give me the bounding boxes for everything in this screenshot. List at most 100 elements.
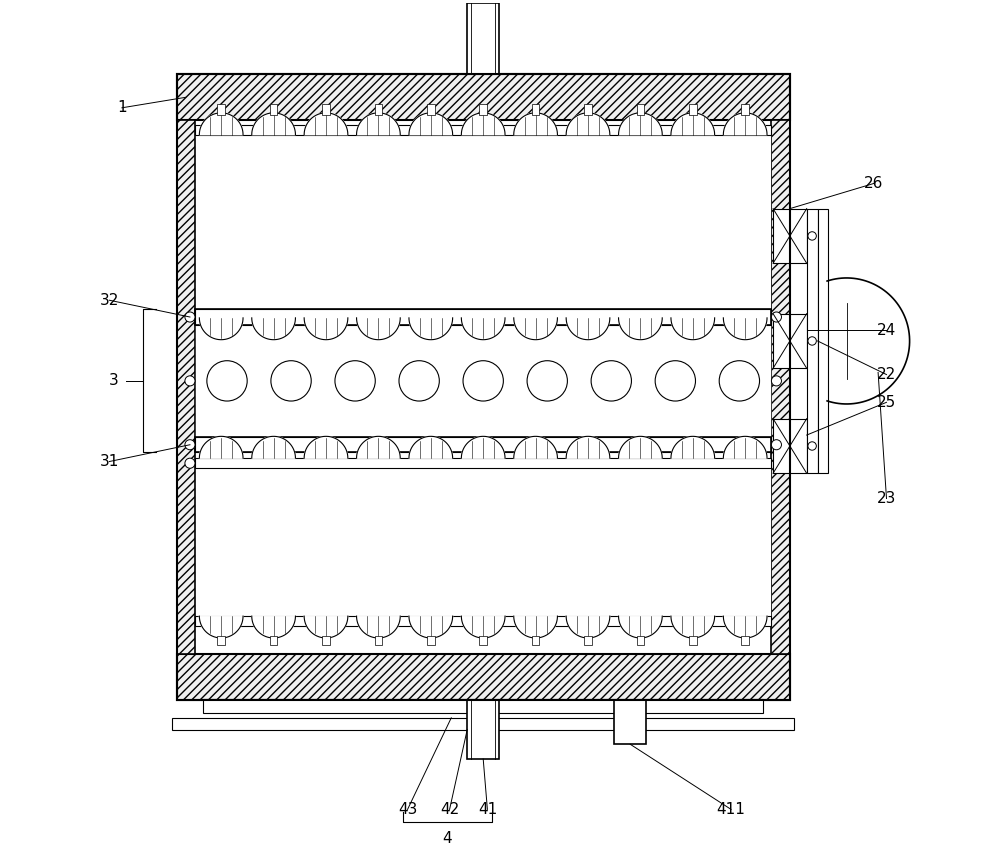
Bar bbox=[741, 105, 749, 115]
Bar bbox=[584, 637, 592, 644]
Polygon shape bbox=[357, 318, 400, 340]
Bar bbox=[375, 105, 382, 115]
Polygon shape bbox=[619, 318, 662, 340]
Polygon shape bbox=[252, 318, 295, 340]
Text: 25: 25 bbox=[877, 394, 896, 410]
Bar bbox=[322, 105, 330, 115]
Bar bbox=[479, 105, 487, 115]
Polygon shape bbox=[304, 318, 348, 340]
Text: 24: 24 bbox=[877, 322, 896, 337]
Bar bbox=[322, 637, 330, 644]
Polygon shape bbox=[619, 113, 662, 134]
Text: 1: 1 bbox=[117, 100, 127, 116]
Polygon shape bbox=[252, 616, 295, 638]
Bar bbox=[195, 437, 771, 452]
Circle shape bbox=[771, 376, 781, 386]
Polygon shape bbox=[199, 436, 243, 458]
Text: 3: 3 bbox=[109, 373, 118, 388]
Bar bbox=[532, 105, 539, 115]
Circle shape bbox=[527, 360, 567, 401]
Bar bbox=[818, 208, 828, 473]
Polygon shape bbox=[619, 616, 662, 638]
Polygon shape bbox=[566, 113, 610, 134]
Bar bbox=[771, 121, 790, 654]
Bar bbox=[614, 700, 646, 745]
Bar bbox=[217, 637, 225, 644]
Bar bbox=[177, 74, 790, 121]
Bar bbox=[172, 717, 794, 729]
Bar bbox=[584, 105, 592, 115]
Polygon shape bbox=[723, 616, 767, 638]
Polygon shape bbox=[304, 436, 348, 458]
Bar bbox=[195, 325, 771, 437]
Bar bbox=[195, 616, 771, 626]
Bar bbox=[467, 3, 499, 74]
Bar bbox=[773, 419, 807, 473]
Polygon shape bbox=[723, 113, 767, 134]
Circle shape bbox=[185, 376, 195, 386]
Text: 26: 26 bbox=[864, 176, 884, 191]
Bar bbox=[467, 700, 499, 759]
Polygon shape bbox=[461, 113, 505, 134]
Text: 22: 22 bbox=[877, 367, 896, 382]
Bar bbox=[532, 637, 539, 644]
Circle shape bbox=[808, 232, 816, 241]
Polygon shape bbox=[566, 436, 610, 458]
Polygon shape bbox=[514, 436, 557, 458]
Bar bbox=[689, 637, 697, 644]
Bar bbox=[479, 637, 487, 644]
Polygon shape bbox=[461, 616, 505, 638]
Bar bbox=[637, 105, 644, 115]
Bar bbox=[195, 309, 771, 325]
Polygon shape bbox=[357, 436, 400, 458]
Polygon shape bbox=[566, 318, 610, 340]
Polygon shape bbox=[723, 436, 767, 458]
Polygon shape bbox=[619, 436, 662, 458]
Circle shape bbox=[591, 360, 631, 401]
Bar bbox=[195, 458, 771, 468]
Bar bbox=[773, 208, 807, 264]
Polygon shape bbox=[671, 318, 715, 340]
Polygon shape bbox=[514, 318, 557, 340]
Polygon shape bbox=[723, 318, 767, 340]
Circle shape bbox=[463, 360, 503, 401]
Bar bbox=[177, 74, 790, 700]
Polygon shape bbox=[199, 113, 243, 134]
Text: 23: 23 bbox=[877, 491, 896, 506]
Bar bbox=[177, 121, 195, 654]
Polygon shape bbox=[671, 113, 715, 134]
Circle shape bbox=[719, 360, 760, 401]
Bar bbox=[195, 125, 771, 134]
Polygon shape bbox=[199, 616, 243, 638]
Polygon shape bbox=[461, 436, 505, 458]
Bar bbox=[375, 637, 382, 644]
Bar bbox=[195, 309, 771, 325]
Circle shape bbox=[207, 360, 247, 401]
Polygon shape bbox=[252, 113, 295, 134]
Polygon shape bbox=[252, 436, 295, 458]
Circle shape bbox=[185, 458, 195, 468]
Polygon shape bbox=[199, 318, 243, 340]
Polygon shape bbox=[671, 436, 715, 458]
Bar bbox=[195, 437, 771, 452]
Text: 41: 41 bbox=[478, 802, 497, 817]
Text: 31: 31 bbox=[100, 454, 119, 469]
Bar bbox=[270, 105, 277, 115]
Polygon shape bbox=[304, 113, 348, 134]
Bar bbox=[689, 105, 697, 115]
Circle shape bbox=[808, 442, 816, 450]
Text: 42: 42 bbox=[440, 802, 459, 817]
Polygon shape bbox=[357, 616, 400, 638]
Bar bbox=[427, 637, 435, 644]
Polygon shape bbox=[304, 616, 348, 638]
Polygon shape bbox=[357, 113, 400, 134]
Polygon shape bbox=[566, 616, 610, 638]
Circle shape bbox=[655, 360, 695, 401]
Circle shape bbox=[771, 312, 781, 322]
Bar bbox=[195, 134, 771, 318]
Polygon shape bbox=[409, 616, 453, 638]
Bar bbox=[741, 637, 749, 644]
Polygon shape bbox=[461, 318, 505, 340]
Text: 4: 4 bbox=[443, 831, 452, 847]
Bar bbox=[217, 105, 225, 115]
